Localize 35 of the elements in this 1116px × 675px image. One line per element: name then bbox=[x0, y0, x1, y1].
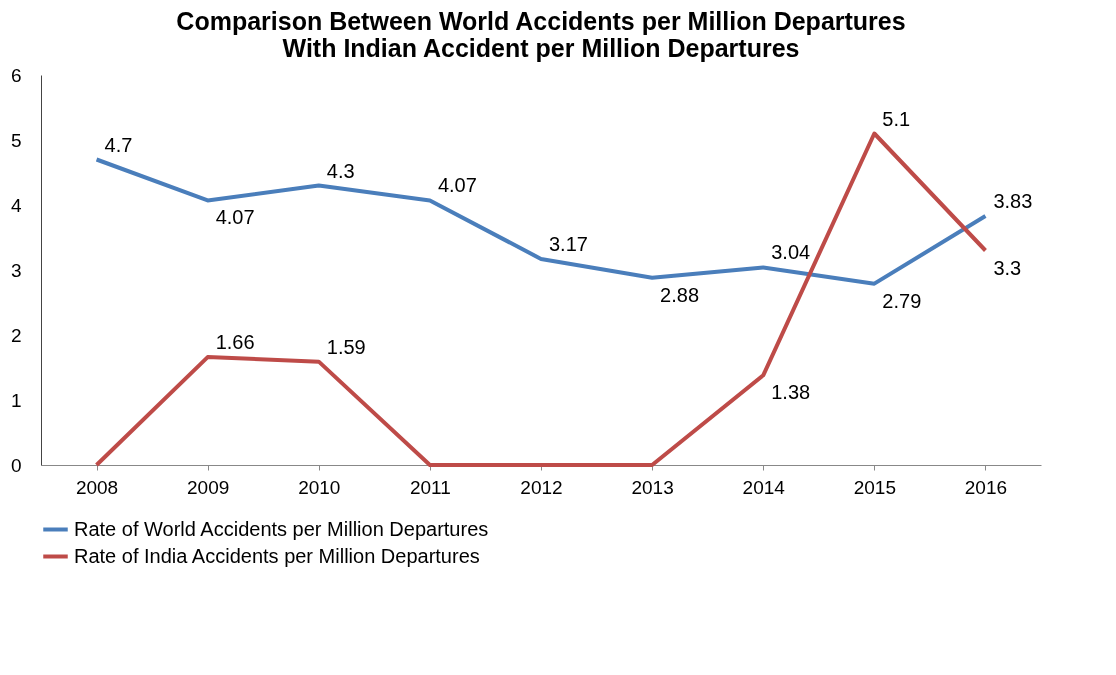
y-tick-label: 1 bbox=[10, 389, 22, 411]
legend-label: Rate of India Accidents per Million Departures bbox=[74, 544, 480, 567]
x-tick-label: 2010 bbox=[298, 476, 341, 498]
data-label: 5.1 bbox=[882, 107, 911, 130]
data-label: 3.04 bbox=[771, 241, 811, 264]
x-tick-label: 2014 bbox=[742, 476, 786, 498]
data-label: 4.7 bbox=[104, 133, 133, 156]
data-label: 2.79 bbox=[882, 289, 922, 312]
y-tick-label: 4 bbox=[10, 194, 22, 216]
data-label: 3.3 bbox=[993, 256, 1022, 279]
x-tick-label: 2016 bbox=[964, 476, 1008, 498]
data-label: 4.07 bbox=[437, 174, 477, 197]
data-label: 1.59 bbox=[326, 335, 366, 358]
data-label: 1.38 bbox=[771, 381, 811, 404]
x-tick-label: 2009 bbox=[187, 476, 230, 498]
y-tick-label: 3 bbox=[10, 259, 22, 281]
x-tick-label: 2008 bbox=[75, 476, 119, 498]
y-tick-label: 2 bbox=[10, 324, 22, 346]
y-tick-label: 0 bbox=[10, 454, 22, 476]
data-label: 4.07 bbox=[215, 206, 255, 229]
y-tick-label: 5 bbox=[10, 129, 22, 151]
line-series bbox=[94, 157, 988, 286]
line-series bbox=[94, 131, 988, 467]
data-label: 4.3 bbox=[326, 159, 355, 182]
legend-label: Rate of World Accidents per Million Departures bbox=[74, 517, 489, 540]
data-label: 3.17 bbox=[549, 232, 588, 255]
chart-title: Comparison Between World Accidents per Million Departures With Indian Accident per Million Departures bbox=[176, 7, 906, 62]
x-tick-label: 2012 bbox=[520, 476, 563, 498]
y-tick-label: 6 bbox=[10, 64, 22, 86]
data-label: 3.83 bbox=[993, 190, 1033, 213]
x-tick-label: 2015 bbox=[853, 476, 896, 498]
data-label: 1.66 bbox=[215, 331, 255, 354]
data-label: 2.88 bbox=[660, 283, 700, 306]
x-tick-label: 2013 bbox=[631, 476, 674, 498]
x-tick-label: 2011 bbox=[409, 476, 451, 498]
